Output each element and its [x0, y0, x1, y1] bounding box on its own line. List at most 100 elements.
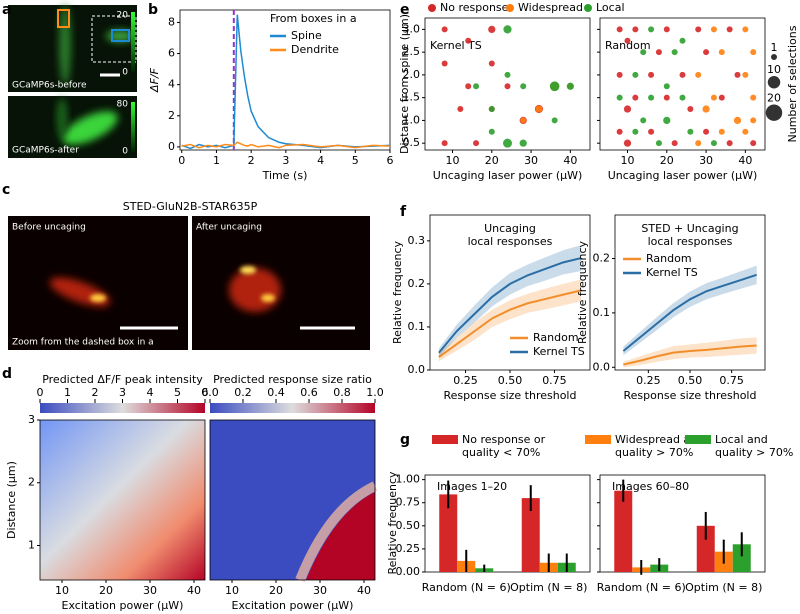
bubble — [726, 140, 733, 147]
bar — [614, 490, 633, 572]
y-tick-label: 0.25 — [396, 542, 421, 555]
bubble — [441, 140, 448, 147]
y-tick-label: 3 — [28, 413, 35, 426]
legend-label: Widespread and — [615, 433, 704, 446]
heatmap-region — [306, 492, 375, 580]
y-tick-label: 1 — [28, 538, 35, 551]
legend-label: quality > 70% — [715, 446, 793, 459]
bubble — [663, 94, 670, 101]
bubble — [733, 116, 742, 125]
line — [438, 289, 582, 358]
x-tick-label: 10 — [446, 154, 460, 167]
colorbar-tick-label: 0.4 — [267, 386, 285, 399]
x-tick-label: 0.50 — [678, 374, 703, 387]
y-tick-label: 1.00 — [396, 473, 421, 486]
colorbar — [210, 403, 375, 413]
image-label: GCaMP6s-after — [12, 146, 79, 156]
bubble — [648, 71, 655, 78]
bubble — [679, 71, 686, 78]
bubble — [663, 116, 671, 125]
bubble — [623, 139, 632, 147]
bubble — [750, 94, 757, 101]
legend-swatch — [432, 435, 458, 444]
x-tick-label: 20 — [485, 154, 499, 167]
line — [622, 273, 757, 352]
bubble — [632, 26, 639, 33]
y-tick-label: 1.5 — [403, 91, 421, 104]
bubble — [566, 82, 574, 90]
y-tick-label: 0.1 — [593, 306, 611, 319]
bubble — [726, 26, 733, 33]
bubble — [710, 26, 717, 33]
bubble — [710, 140, 717, 147]
x-axis-label: Excitation power (μW) — [62, 599, 184, 612]
y-tick-label: 0.2 — [408, 277, 426, 290]
y-tick-label: 0 — [168, 140, 175, 153]
bubble — [503, 25, 512, 34]
bubble — [520, 117, 527, 124]
size-legend-label: 10 — [767, 63, 781, 76]
x-tick-label: 4 — [317, 154, 324, 167]
bar — [696, 525, 715, 572]
bubble — [718, 94, 725, 101]
bubble — [551, 117, 558, 124]
x-tick-label: 0.25 — [453, 374, 478, 387]
size-legend-bubble — [765, 104, 783, 121]
bubble — [663, 83, 670, 90]
line — [181, 14, 391, 150]
y-tick-label: 1.0 — [403, 113, 421, 126]
bubble — [687, 106, 694, 113]
x-tick-label: Optim (N = 8) — [510, 581, 587, 594]
bubble — [616, 128, 623, 135]
panel-annotation: Kernel TS — [430, 39, 482, 52]
axes-frame — [424, 474, 591, 573]
legend-label: quality > 70% — [615, 446, 693, 459]
bubble — [465, 83, 472, 90]
bubble — [504, 71, 511, 78]
y-axis-label: Relative frequency — [386, 471, 399, 575]
panel-label: b — [148, 2, 158, 18]
bubble — [616, 26, 623, 33]
panel-label: a — [2, 2, 11, 18]
bubble — [750, 117, 757, 124]
image-a-before: GCaMP6s-before 20 0 — [8, 5, 137, 92]
legend-swatch — [585, 435, 611, 444]
bubble — [710, 94, 717, 101]
chart-title: STED + Uncaging — [641, 222, 738, 235]
bar — [521, 498, 540, 572]
bubble — [488, 128, 495, 135]
legend-label: Local and — [715, 433, 768, 446]
x-tick-label: 30 — [699, 154, 713, 167]
error-band — [623, 265, 757, 356]
colorbar-tick-label: 1 — [64, 386, 71, 399]
legend-label: Random — [533, 331, 579, 344]
y-tick-label: 0.00 — [396, 565, 421, 578]
legend-label: Kernel TS — [533, 345, 585, 358]
panel-label: f — [400, 204, 407, 220]
image-label: Before uncaging — [12, 223, 86, 233]
x-tick-label: 30 — [143, 584, 157, 597]
x-tick-label: 40 — [738, 154, 752, 167]
bubble — [703, 128, 710, 135]
bubble — [632, 94, 639, 101]
panel-annotation: Random — [605, 39, 651, 52]
colorbar-tick-label: 0.2 — [234, 386, 252, 399]
image-c-after: After uncaging — [192, 216, 370, 350]
x-tick-label: 5 — [352, 154, 359, 167]
bubble — [632, 71, 639, 78]
image-label: After uncaging — [196, 223, 262, 233]
y-axis-label: Relative frequency — [576, 240, 589, 344]
bubble — [742, 26, 749, 33]
bubble — [655, 140, 662, 147]
image-c-before: Before uncaging Zoom from the dashed box… — [8, 216, 188, 350]
error-band — [438, 245, 582, 358]
chart-title: Predicted ΔF/F peak intensity — [42, 373, 203, 386]
legend-label: Kernel TS — [646, 266, 698, 279]
bubble — [441, 60, 448, 67]
y-axis-label: ΔF/F — [148, 67, 161, 93]
x-tick-label: 0.50 — [498, 374, 523, 387]
colorbar-tick-label: 3 — [119, 386, 126, 399]
chart-title: Uncaging — [484, 222, 536, 235]
bubble — [473, 83, 480, 90]
x-tick-label: 20 — [269, 584, 283, 597]
